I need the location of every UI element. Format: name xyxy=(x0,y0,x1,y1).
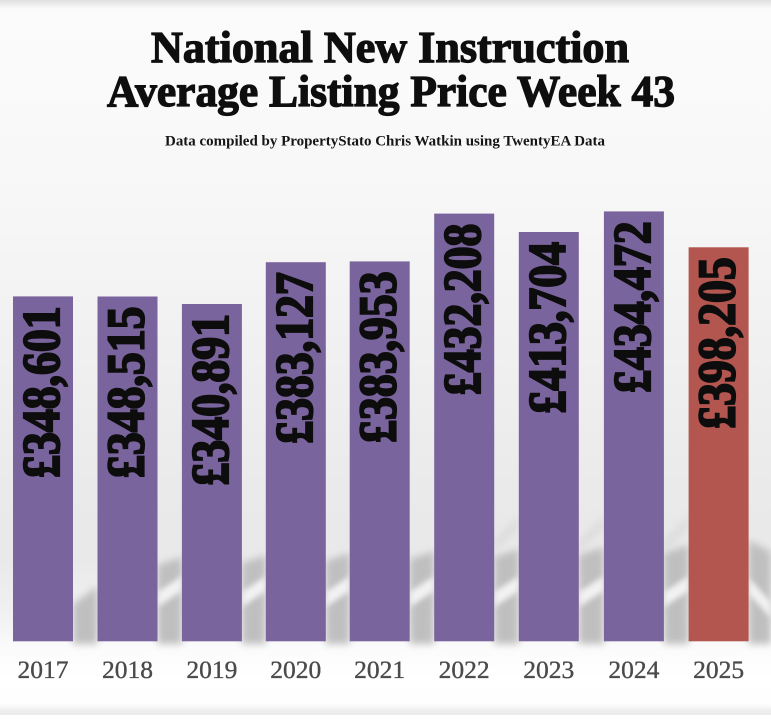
svg-text:2023: 2023 xyxy=(523,657,574,684)
svg-text:2024: 2024 xyxy=(608,657,660,684)
svg-text:£348,515: £348,515 xyxy=(96,307,155,479)
svg-text:£398,205: £398,205 xyxy=(687,257,746,429)
svg-text:£413,704: £413,704 xyxy=(518,242,577,414)
svg-text:£348,601: £348,601 xyxy=(12,306,71,478)
svg-text:Average Listing Price Week 43: Average Listing Price Week 43 xyxy=(107,66,675,116)
svg-text:2025: 2025 xyxy=(693,657,744,684)
svg-text:National New Instruction: National New Instruction xyxy=(151,22,629,72)
svg-text:Data compiled by PropertyStato: Data compiled by PropertyStato Chris Wat… xyxy=(165,134,605,150)
svg-text:2021: 2021 xyxy=(354,657,405,684)
svg-text:2019: 2019 xyxy=(186,657,237,684)
svg-text:2017: 2017 xyxy=(18,657,69,684)
svg-text:2020: 2020 xyxy=(270,657,321,684)
svg-text:£383,127: £383,127 xyxy=(265,272,324,444)
svg-text:£340,891: £340,891 xyxy=(181,314,240,486)
svg-text:2022: 2022 xyxy=(439,657,490,684)
svg-text:£432,208: £432,208 xyxy=(433,224,492,396)
svg-text:£383,953: £383,953 xyxy=(349,271,408,443)
svg-text:2018: 2018 xyxy=(102,657,153,684)
svg-text:£434,472: £434,472 xyxy=(603,221,662,393)
